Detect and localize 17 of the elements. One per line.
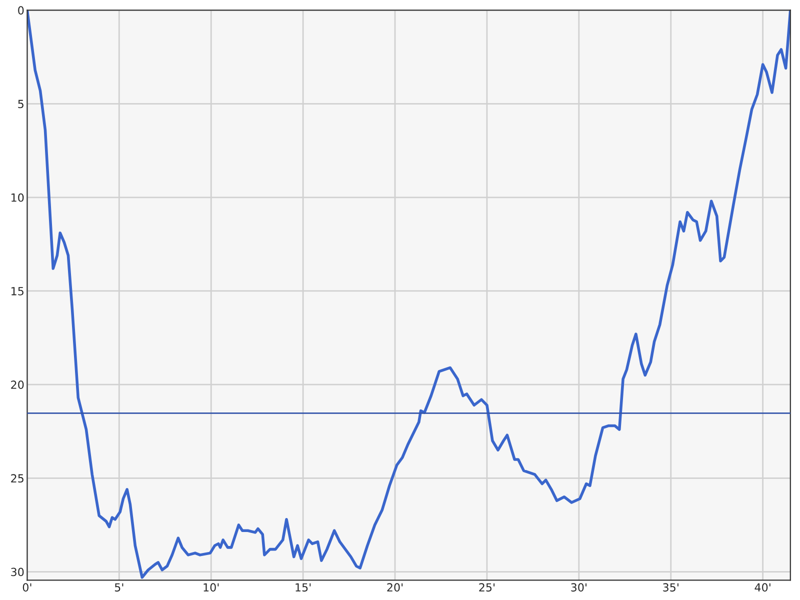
y-tick-label: 0 (18, 6, 24, 15)
y-tick-label: 20 (11, 380, 24, 389)
y-tick-label: 25 (11, 474, 24, 483)
x-tick-label: 5' (114, 583, 124, 592)
x-tick-label: 15' (296, 583, 311, 592)
x-tick-label: 20' (387, 583, 403, 592)
x-tick-label: 25' (479, 583, 494, 592)
line-series (27, 10, 790, 579)
y-tick-label: 5 (18, 100, 24, 108)
x-tick-label: 10' (204, 583, 219, 592)
x-tick-label: 35' (663, 583, 678, 592)
x-tick-label: 30' (571, 583, 586, 592)
x-tick-label: 40' (754, 583, 770, 592)
x-tick-label: 0' (22, 583, 32, 592)
y-tick-label: 15 (12, 287, 24, 296)
y-tick-label: 10 (12, 193, 24, 202)
y-tick-label: 30 (11, 568, 24, 576)
